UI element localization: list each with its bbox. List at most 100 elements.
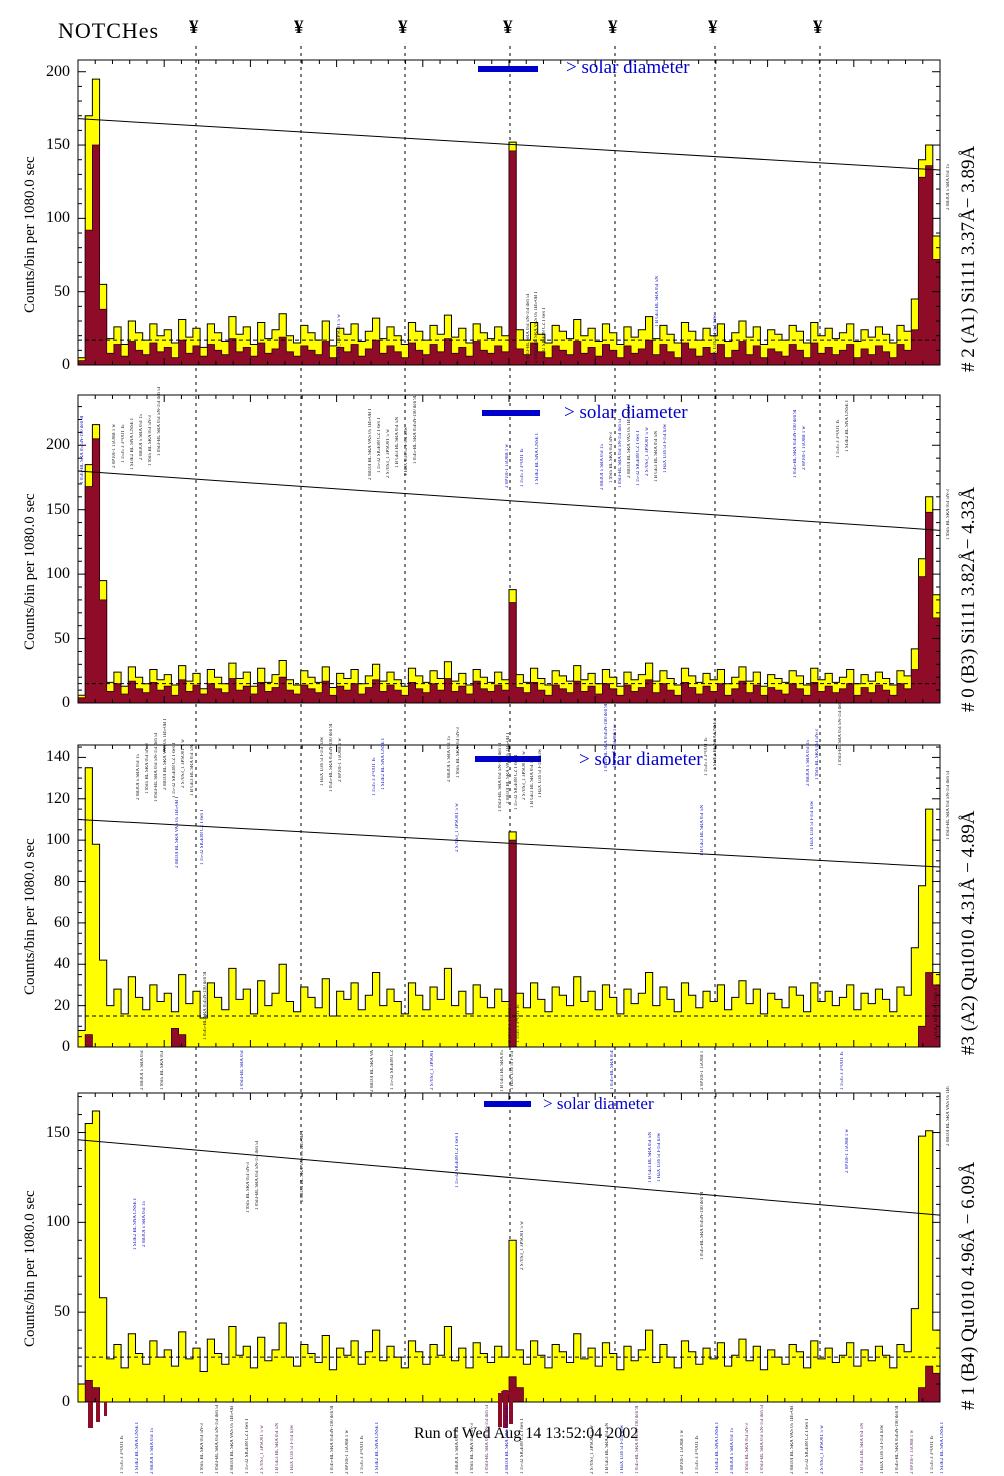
event-annotation-text: 2 0B3OI 5 SRA 05I 15 [140,1050,145,1090]
event-annotation-text: 1 0SI3-BL SRA 05I 5N-15I den 5I [485,1404,490,1474]
event-annotation-text: 1 1535 3 3=0OT I5 [520,448,525,487]
y-tick-label: 150 [46,136,70,154]
panel1-dark-red-histogram [77,144,941,366]
y-tick-label: 0 [62,356,70,373]
event-annotation-text: 1 HaX U3b 5l I-15I n3w [880,1424,885,1474]
event-annotation-text: 1 15-32 SIGE08 CZ I sws I [805,1419,810,1474]
event-annotation-text: 1 0SI3-BL SRA 05I 5N-15I den 5I [946,770,951,840]
event-annotation-text: 1 15-32 SIGE08 CZ I sws I [514,755,519,810]
panel4-yellow-histogram [77,1110,941,1403]
event-annotation-text: 2 0B10I BL SRA VAS 05 1B5-0B I [163,718,168,790]
solar-diameter-bar-panel2 [482,410,540,416]
event-annotation-text: 2 0B10I BL SRA VAS 05 1B5-0B I [506,732,511,804]
event-annotation-text: 1 SI3E2 BL SNA CNSE I [940,1422,945,1474]
panel1-right-label: # 2 (A1) Si111 3.37Å− 3.89Å [958,145,979,372]
notch-symbol: ¥ [294,17,304,38]
event-annotation-text: 1 0SI3-BL SRA 05I 5N-15I den 5I [240,1050,245,1090]
event-annotation-text: 1 15-32 SIGE08 CZ I sws I [390,1050,395,1090]
event-annotation-text: 2 S70S3_1 3PSO0T 5 w [520,1221,525,1270]
y-tick-label: 80 [54,872,70,890]
event-annotation-text: 1 9SI5 BL SRA 05I 5N-3 [470,1423,475,1474]
event-annotation-text: 1 0SI3-BL SRA 05I 5N-15I den 5I [618,418,623,488]
y-tick-label: 0 [62,1038,70,1055]
run-timestamp: Run of Wed Aug 14 13:52:04 2002 [414,1425,639,1442]
event-annotation-text: 2 0P10I-1 15O0B 1 w [345,1429,350,1474]
event-annotation-text: 1 1535 3 3=0OT I5 [695,1435,700,1474]
event-annotation-text: 2 0B10I BL SRA VAS 05 1B5-0B I [505,1404,510,1474]
panel4-trend-line [77,1139,941,1216]
event-annotation-text: 2 0B3OI 5 SRA 05I 15 [136,754,141,800]
event-annotation-text: 2 0B3OI 5 SRA 05I 15 [142,1201,147,1247]
event-annotation-text: 2 0B10I BL SRA VAS 05 1B5-0B I [370,1050,375,1092]
event-annotation-text: 2 S70S3_1 3PSO0T 5 w [337,314,342,363]
event-annotation-text: 2 0B10I BL SRA VAS 05 1B5-0B I [790,1404,795,1474]
solar-diameter-bar-panel3 [475,756,541,762]
event-annotation-text: 1 9SI5 BL SRA 05I 5N-3 [200,1423,205,1474]
annotation-bar [509,1394,513,1424]
event-annotation-text: 1 1535 3 3=0OT I5 [836,419,841,458]
event-annotation-text: 1 HaX U3b 5l I-15I n3w [810,800,815,850]
event-annotation-text: 1 05I5-BL SRA 05I5N-190 den 9I [604,703,609,772]
event-annotation-text: 2 S70S3_1 3PSO0T 5 w [455,803,460,852]
event-annotation-text: 1 05I5-BL SRA 05I5N-190 den 9I [793,409,798,478]
event-annotation-text: 1 SI3E2 BL SNA CNSE I [135,1422,140,1474]
event-annotation-text: 2 S70S3_1 3PSO0T 5 w [590,1425,595,1474]
event-annotation-text: 2 0P10I-1 15O0B 1 w [700,1050,705,1090]
event-annotation-text: 2 0P10I-1 15O0B 1 w [338,737,343,782]
event-annotation-text: 2 0B10I BL SRA VAS 05 1B5-0B I [534,291,539,363]
event-annotation-text: 1 1535 3 3=0OT I5 [360,1435,365,1474]
event-annotation-text: 1 B GE3 BL SRA 05I 5N [860,1423,865,1474]
event-annotation-text: 2 0P10I-1 15O0B 1 w [910,1429,915,1474]
event-annotation-text: 1 B GE3 BL SRA 05I 5N [395,417,400,468]
panel3-trend-line [77,818,941,868]
event-annotation-text: 1 15-32 SIGE08 CZ I sws I [245,1419,250,1474]
event-annotation-text: 2 0B10I BL SRA VAS 05 1B5-0B I [175,796,180,868]
event-annotation-text: 1 HaX U3b 5l I-15I n3w [510,1050,515,1090]
event-annotation-text: 2 0P10I-1 15O0B 1 w [613,723,618,768]
event-annotation-text: 1 05I5-BL SRA 05I5N-190 den 9I [895,1405,900,1474]
solar-diameter-bar-panel1 [478,66,538,72]
y-tick-label: 100 [46,209,70,227]
y-tick-label: 0 [62,694,70,711]
event-annotation-text: 1 1535 3 3=0OT I5 [516,1004,521,1043]
annotation-bar [96,1402,100,1422]
event-annotation-text: 2 S70S3_1 3PSO0T 5 w [522,751,527,800]
y-tick-label: 0 [62,1393,70,1410]
event-annotation-text: 1 SI3E2 BL SNA CNSE I [845,400,850,452]
event-annotation-text: 2 0B3OI 5 SRA 05I 15 [447,736,452,782]
notch-symbol: ¥ [398,17,408,38]
event-annotation-text: 1 05I5-BL SRA 05I5N-190 den 9I [635,1405,640,1474]
event-annotation-text: 1 0SI3-BL SRA 05I 5N-15I den 5I [255,1140,260,1210]
y-tick-label: 100 [46,1213,70,1231]
event-annotation-text: 1 HaX U3b 5l I-15I n3w [713,314,718,364]
page-title: NOTCHes [58,18,160,43]
event-annotation-text: 1 SI3E2 BL SNA CNSE I [934,988,939,1040]
event-annotation-text: 2 0B3OI 5 SRA 05I 15 [946,164,951,210]
y-tick-label: 140 [46,748,70,766]
event-annotation-text: 1 HaX U3b 5l I-15I n3w [538,748,543,798]
event-annotation-text: 1 15-32 SIGE08 CZ I sws I [636,431,641,486]
event-annotation-text: 1 05I5-BL SRA 05I5N-190 den 9I [610,1050,615,1090]
event-annotation-text: 1 HaX U3b 5l I-15I n3w [663,423,668,473]
y-tick-label: 50 [54,1303,70,1321]
y-tick-label: 200 [46,436,70,454]
y-tick-label: 150 [46,1123,70,1141]
event-annotation-text: 2 S70S3_1 3PSO0T 5 w [645,427,650,476]
event-annotation-text: 2 S70S3_1 3PSO0T 5 w [430,1050,435,1090]
y-tick-label: 100 [46,565,70,583]
panel4-right-label: # 1 (B4) Qu1010 4.96Å − 6.09Å [958,1161,979,1410]
event-annotation-text: 2 0B10I BL SRA VAS 05 1B5-0B I [946,1086,951,1146]
event-annotation-text: 1 05I5-BL SRA 05I5N-190 den 9I [413,395,418,464]
event-annotation-text: 1 SI3E2 BL SNA CNSE I [130,418,135,470]
event-annotation-text: 1 15-32 SIGE08 CZ I sws I [455,1133,460,1188]
event-annotation-text: 2 0P10I-1 15O0B 1 w [680,1429,685,1474]
event-annotation-text: 2 0B10I BL SRA VAS 05 1B5-0B I [627,406,632,478]
event-annotation-text: 1 B GE3 BL SRA 05I 5N [605,1423,610,1474]
panel3-right-label: #3 (A2) Qu1010 4.31Å − 4.89Å [958,810,979,1055]
event-annotation-text: 1 1535 3 3=0OT I5 [121,424,126,463]
event-annotation-text: 1 0SI3-BL SRA 05I 5N-15I den 5I [498,742,503,812]
annotation-bar [88,1402,93,1428]
event-annotation-text: 1 B GE3 BL SRA 05I 5N [190,745,195,796]
